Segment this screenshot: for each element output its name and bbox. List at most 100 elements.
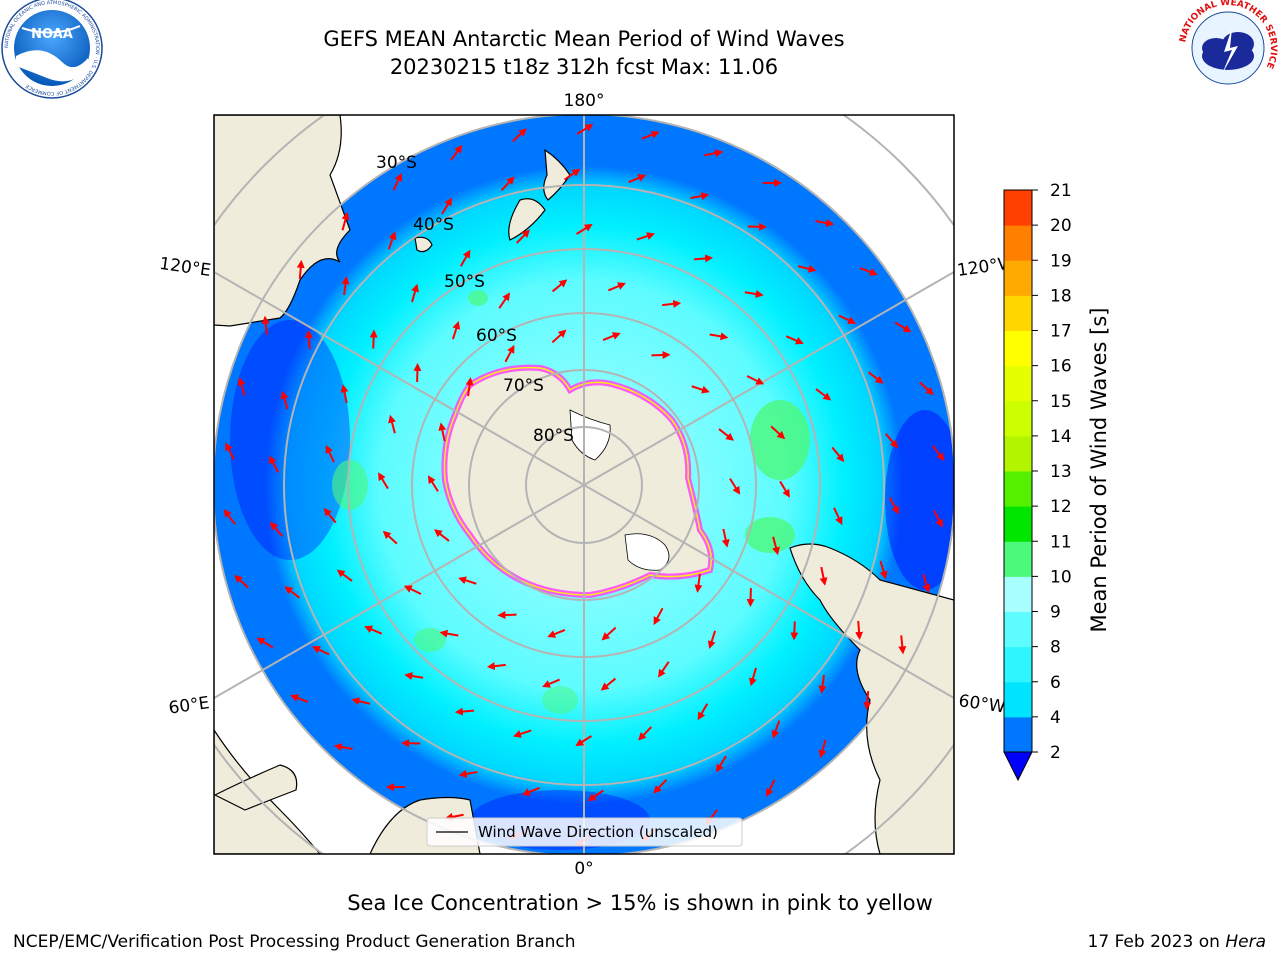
wave-direction-arrow: [657, 661, 670, 678]
colorbar-tick-label: 9: [1050, 603, 1061, 623]
wave-direction-arrow: [790, 621, 799, 641]
lat-label-60s: 60°S: [476, 326, 517, 346]
wave-direction-arrow: [729, 478, 741, 495]
wave-direction-arrow: [600, 677, 617, 691]
wave-direction-arrow: [498, 292, 511, 309]
wave-direction-arrow: [547, 628, 566, 638]
wave-direction-arrow: [638, 726, 653, 741]
polar-map: 30°S 40°S 50°S 60°S 70°S 80°S Wind Wave …: [214, 115, 954, 854]
legend-label: Wind Wave Direction (unscaled): [478, 823, 718, 841]
wave-direction-arrow: [382, 530, 398, 545]
colorbar-segment: [1004, 646, 1032, 683]
footer-host: Hera: [1225, 932, 1266, 952]
colorbar-tick-label: 4: [1050, 708, 1061, 728]
map-frame: [213, 114, 955, 855]
colorbar-segment: [1004, 506, 1032, 542]
wave-direction-arrow: [515, 229, 530, 244]
colorbar-segment: [1004, 471, 1032, 507]
wave-direction-arrow: [749, 667, 757, 687]
lon-label-0: 0°: [574, 859, 593, 879]
wave-direction-arrow: [602, 332, 621, 342]
wave-direction-arrow: [785, 335, 804, 345]
colorbar-tick-label: 15: [1050, 392, 1072, 412]
colorbar-tick-label: 6: [1050, 673, 1061, 693]
wave-direction-arrow: [323, 507, 337, 524]
wave-direction-arrow: [919, 381, 934, 396]
wave-direction-arrow: [859, 267, 878, 276]
wave-direction-arrow: [694, 573, 703, 593]
wave-direction-arrow: [607, 282, 626, 292]
wave-direction-arrow: [333, 743, 353, 751]
wave-direction-arrow: [341, 211, 350, 231]
wave-direction-arrow: [256, 637, 274, 649]
wave-direction-arrow: [438, 422, 447, 442]
colorbar-tick-label: 17: [1050, 322, 1072, 342]
wave-direction-arrow: [237, 377, 246, 396]
wave-direction-arrow: [709, 332, 729, 341]
wave-direction-arrow: [601, 626, 617, 641]
wave-direction-arrow: [772, 536, 780, 556]
wave-direction-arrow: [651, 350, 671, 359]
colorbar-tick-label: 19: [1050, 251, 1072, 271]
wave-direction-arrow: [444, 812, 464, 821]
wave-direction-arrow: [575, 735, 592, 747]
wave-direction-arrow: [450, 144, 463, 161]
wave-direction-arrow: [341, 276, 350, 296]
wave-direction-arrow: [269, 521, 284, 537]
colorbar-tick-label: 21: [1050, 181, 1072, 201]
colorbar-segment: [1004, 681, 1032, 718]
colorbar-segment: [1004, 576, 1032, 612]
lon-label-60w: 60°W: [957, 691, 1006, 717]
colorbar-segment: [1004, 365, 1032, 402]
wave-direction-arrow: [261, 315, 270, 335]
wave-direction-arrow: [404, 672, 424, 680]
wave-direction-arrow: [704, 149, 724, 158]
wave-direction-arrow: [587, 789, 604, 802]
lat-label-80s: 80°S: [533, 426, 574, 446]
colorbar-tick-label: 2: [1050, 743, 1061, 763]
wave-direction-arrow: [542, 678, 561, 688]
wave-direction-arrow: [771, 720, 781, 739]
wave-direction-arrow: [427, 475, 439, 492]
wave-direction-arrow: [512, 128, 527, 142]
wave-direction-arrow: [551, 329, 567, 344]
colorbar-segment: [1004, 225, 1032, 261]
colorbar-tick-label: 18: [1050, 286, 1072, 306]
colorbar-segment: [1004, 541, 1032, 577]
wave-direction-arrow: [815, 219, 835, 227]
footer-date-text: 17 Feb 2023 on: [1087, 932, 1220, 952]
colorbar-segment: [1004, 400, 1032, 437]
colorbar-segment: [1004, 260, 1032, 296]
wave-direction-arrow: [269, 455, 280, 473]
wave-direction-arrow: [818, 739, 827, 759]
wave-direction-arrow: [766, 779, 776, 797]
chart-title: GEFS MEAN Antarctic Mean Period of Wind …: [323, 27, 845, 51]
wave-direction-arrow: [576, 123, 594, 135]
wave-direction-arrow: [564, 168, 581, 181]
wave-direction-arrow: [458, 576, 477, 585]
colorbar-segment: [1004, 716, 1032, 753]
wave-direction-arrow: [933, 510, 943, 528]
wave-direction-arrow: [662, 299, 682, 308]
wave-direction-arrow: [304, 330, 313, 350]
colorbar-tick-label: 11: [1050, 532, 1072, 552]
lon-label-180: 180°: [564, 91, 605, 111]
wave-direction-arrow: [403, 585, 422, 595]
wave-direction-arrow: [879, 560, 888, 580]
colorbar-tick-label: 13: [1050, 462, 1072, 482]
wave-direction-arrow: [439, 629, 459, 638]
wave-direction-arrow: [551, 279, 568, 293]
lat-label-30s: 30°S: [376, 153, 417, 173]
wave-direction-arrow: [718, 428, 735, 441]
wave-direction-arrow: [744, 290, 764, 298]
wave-direction-arrow: [441, 197, 453, 215]
lightning-icon: [1222, 28, 1238, 74]
wave-direction-arrow: [364, 625, 383, 635]
colorbar-tick-label: 12: [1050, 497, 1072, 517]
wave-direction-arrow: [697, 703, 709, 721]
nws-logo: NATIONAL WEATHER SERVICE: [1178, 0, 1278, 98]
colorbar-tick-label: 8: [1050, 638, 1061, 658]
wave-direction-arrow: [898, 635, 907, 655]
lat-label-50s: 50°S: [444, 272, 485, 292]
